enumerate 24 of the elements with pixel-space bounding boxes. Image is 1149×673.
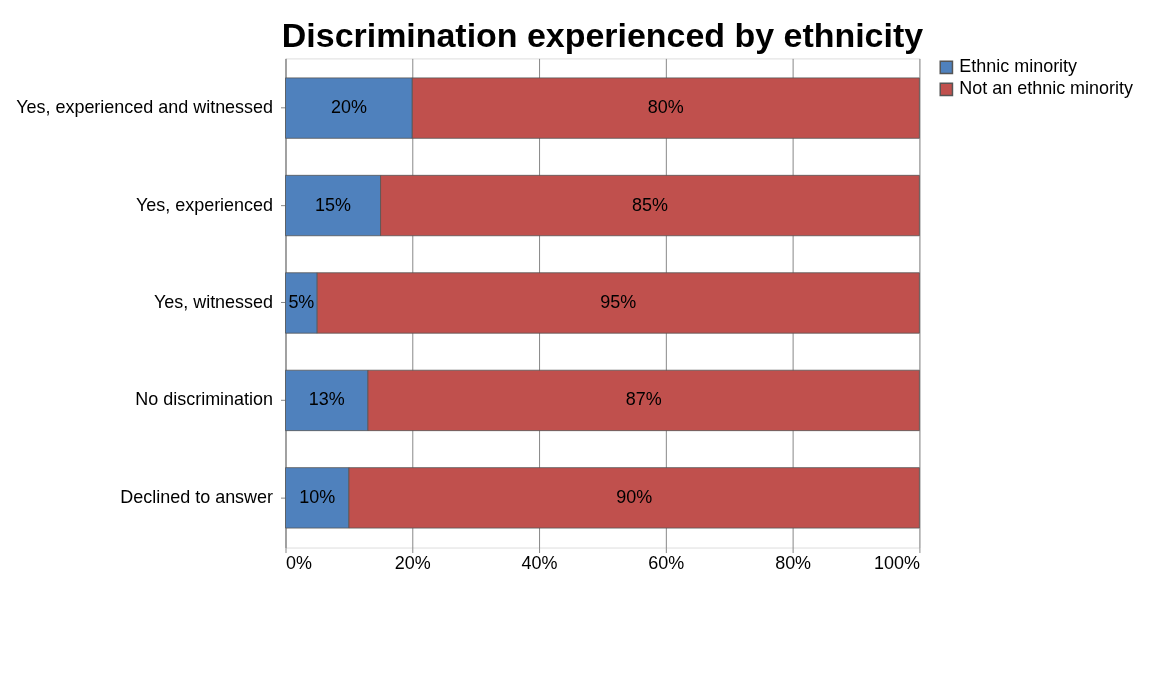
- x-tick-label: 40%: [521, 553, 558, 574]
- x-tick-label: 80%: [775, 553, 812, 574]
- data-label: 15%: [315, 194, 352, 215]
- data-label: 95%: [600, 291, 637, 312]
- x-tick-label: 60%: [648, 553, 685, 574]
- data-label: 13%: [308, 389, 345, 410]
- y-tick-label: Declined to answer: [120, 486, 274, 507]
- legend-label: Not an ethnic minority: [959, 78, 1133, 99]
- x-tick-label: 20%: [394, 553, 431, 574]
- data-label: 10%: [299, 486, 336, 507]
- x-tick-label: 0%: [286, 553, 312, 574]
- y-tick-label: Yes, experienced: [135, 194, 274, 215]
- data-label: 20%: [330, 97, 367, 118]
- data-label: 85%: [632, 194, 668, 215]
- y-tick-label: Yes, experienced and witnessed: [16, 97, 274, 118]
- x-tick-label: 100%: [873, 553, 920, 574]
- y-tick-label: No discrimination: [135, 389, 274, 410]
- data-label: 80%: [647, 97, 684, 118]
- chart-title: Discrimination experienced by ethnicity: [281, 16, 924, 55]
- legend-label: Ethnic minority: [959, 56, 1078, 77]
- data-label: 87%: [625, 389, 662, 410]
- y-tick-label: Yes, witnessed: [153, 291, 274, 312]
- data-label: 90%: [616, 486, 653, 507]
- data-label: 5%: [288, 291, 315, 312]
